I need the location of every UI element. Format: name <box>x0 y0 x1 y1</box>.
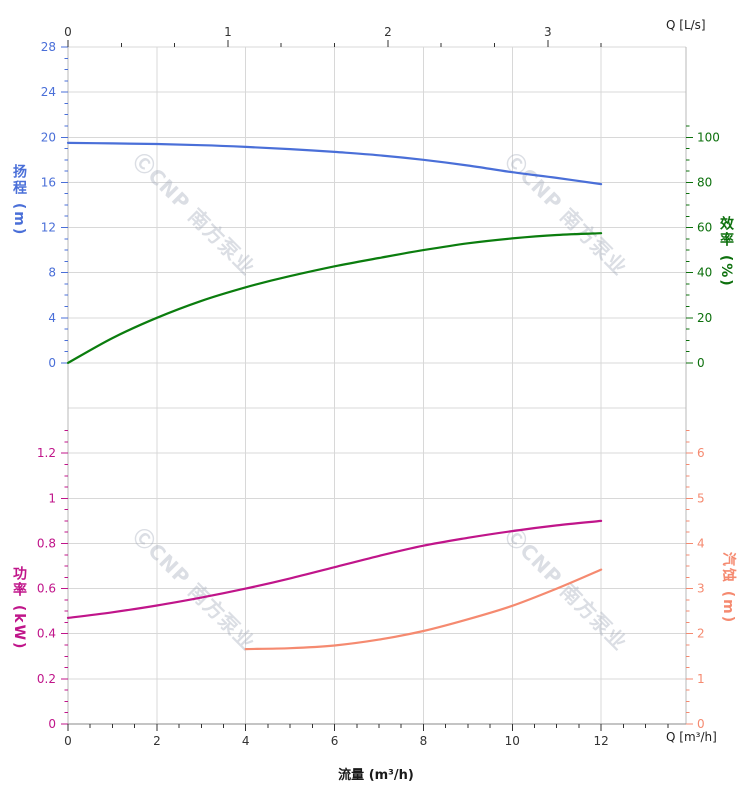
svg-text:100: 100 <box>697 130 720 144</box>
power-curve <box>66 519 603 619</box>
svg-text:8: 8 <box>48 266 56 280</box>
svg-text:0.6: 0.6 <box>37 582 56 596</box>
head-axis <box>61 46 68 364</box>
flow-unit-top-label: Q [L/s] <box>666 18 706 32</box>
head-axis-title: 扬程 (m) <box>11 164 27 237</box>
svg-text:80: 80 <box>697 175 712 189</box>
svg-text:2: 2 <box>153 734 161 748</box>
efficiency-axis <box>686 125 693 364</box>
head-curve <box>66 141 603 186</box>
svg-text:1.2: 1.2 <box>37 446 56 460</box>
npsh-axis <box>686 430 693 725</box>
svg-text:ⒸCNP 南方泵业: ⒸCNP 南方泵业 <box>500 149 632 281</box>
svg-text:0.8: 0.8 <box>37 537 56 551</box>
svg-text:40: 40 <box>697 266 712 280</box>
npsh-curve <box>244 568 603 651</box>
svg-text:0: 0 <box>697 717 705 731</box>
svg-text:1: 1 <box>224 25 232 39</box>
svg-text:28: 28 <box>41 40 56 54</box>
svg-text:4: 4 <box>48 311 56 325</box>
svg-text:60: 60 <box>697 221 712 235</box>
svg-text:2: 2 <box>697 627 705 641</box>
svg-text:4: 4 <box>242 734 250 748</box>
svg-text:0: 0 <box>697 356 705 370</box>
flow-axis-bottom <box>67 724 669 731</box>
svg-text:8: 8 <box>420 734 428 748</box>
svg-text:3: 3 <box>697 582 705 596</box>
flow-axis-top-labels: 0 1 2 3 <box>64 25 551 39</box>
svg-text:1: 1 <box>697 672 705 686</box>
efficiency-axis-title: 效率 (%) <box>718 216 734 288</box>
flow-axis-bottom-labels: 0 2 4 6 8 10 12 <box>64 734 609 748</box>
svg-text:3: 3 <box>544 25 552 39</box>
svg-text:ⒸCNP 南方泵业: ⒸCNP 南方泵业 <box>128 149 260 281</box>
svg-text:0: 0 <box>64 734 72 748</box>
svg-text:12: 12 <box>593 734 608 748</box>
npsh-axis-title: 汽蚀 (m) <box>720 551 736 625</box>
svg-text:1: 1 <box>48 491 56 505</box>
svg-text:16: 16 <box>41 175 56 189</box>
svg-text:24: 24 <box>41 85 56 99</box>
svg-text:10: 10 <box>505 734 520 748</box>
head-axis-labels: 0 4 8 12 16 20 24 28 <box>41 40 56 370</box>
svg-text:6: 6 <box>331 734 339 748</box>
efficiency-curve <box>66 232 603 364</box>
power-axis-title: 功率 (kW) <box>11 566 27 651</box>
power-axis-labels: 0 0.2 0.4 0.6 0.8 1 1.2 <box>37 446 56 731</box>
svg-text:4: 4 <box>697 537 705 551</box>
svg-text:0.4: 0.4 <box>37 627 56 641</box>
svg-text:20: 20 <box>41 130 56 144</box>
flow-axis-title: 流量 (m³/h) <box>338 768 414 783</box>
svg-text:0.2: 0.2 <box>37 672 56 686</box>
flow-axis-top <box>67 40 602 47</box>
svg-text:0: 0 <box>64 25 72 39</box>
efficiency-axis-labels: 0 20 40 60 80 100 <box>697 130 720 370</box>
svg-text:20: 20 <box>697 311 712 325</box>
svg-text:0: 0 <box>48 356 56 370</box>
gridlines <box>68 46 686 725</box>
flow-unit-bottom-label: Q [m³/h] <box>666 730 717 744</box>
power-axis <box>61 430 68 725</box>
svg-text:12: 12 <box>41 221 56 235</box>
svg-text:6: 6 <box>697 446 705 460</box>
svg-text:5: 5 <box>697 491 705 505</box>
svg-text:0: 0 <box>48 717 56 731</box>
svg-text:2: 2 <box>384 25 392 39</box>
npsh-axis-labels: 0 1 2 3 4 5 6 <box>697 446 705 731</box>
